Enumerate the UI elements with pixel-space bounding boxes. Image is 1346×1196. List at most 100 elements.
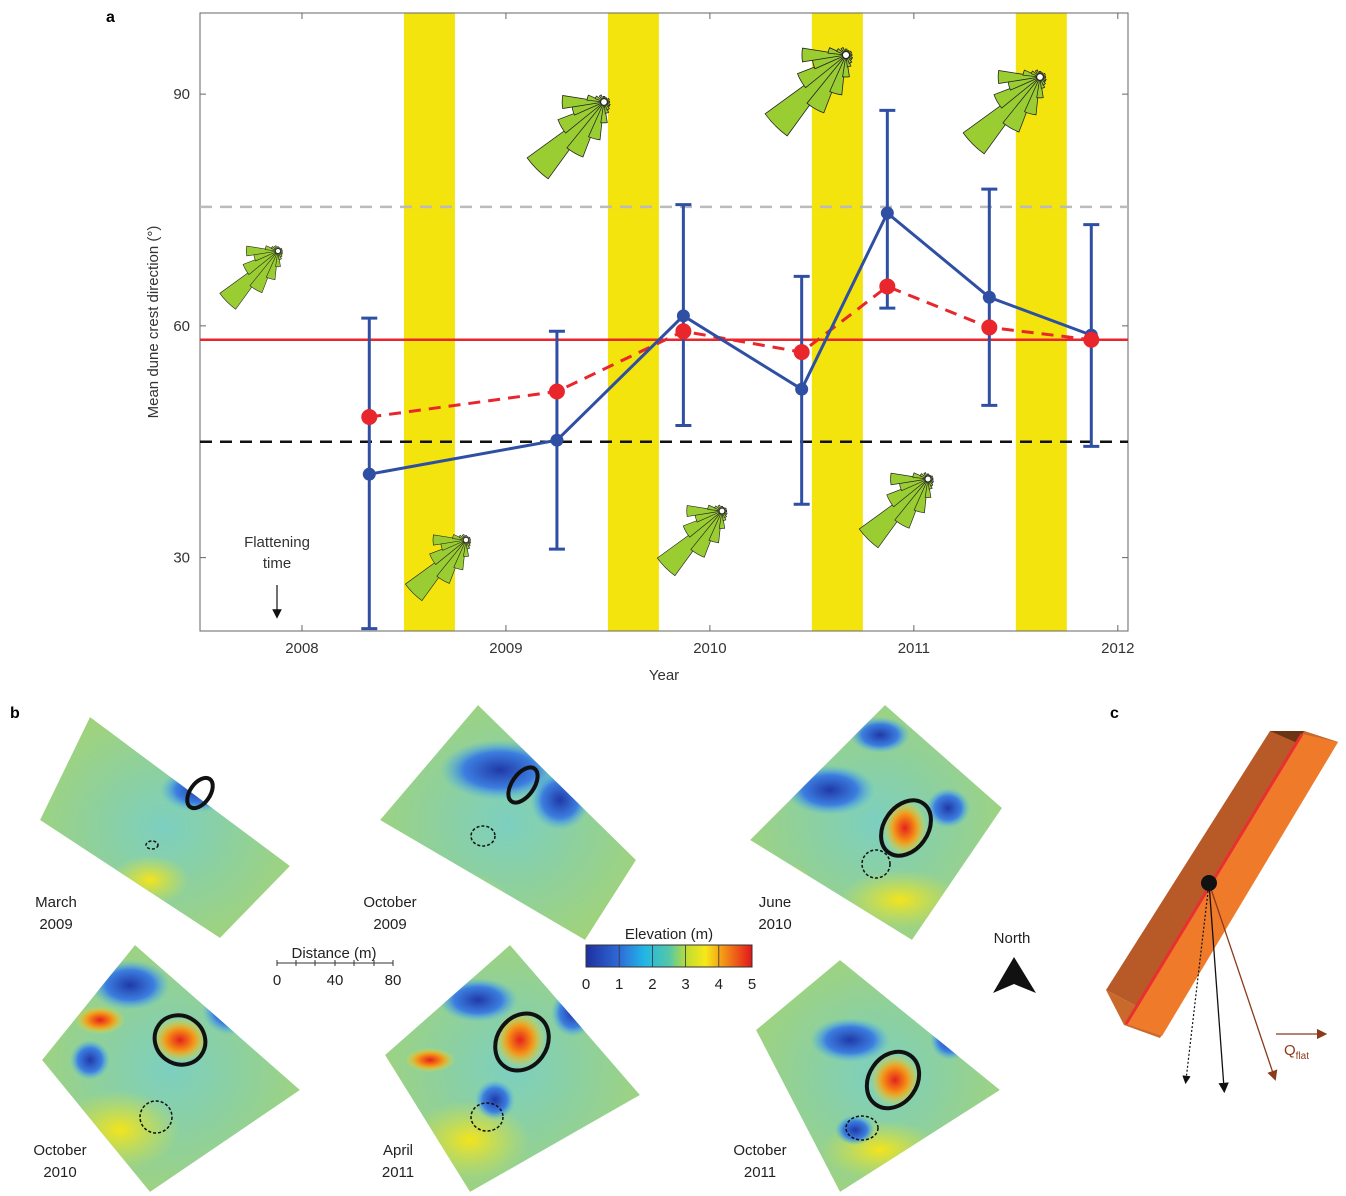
distance-scale-title: Distance (m) <box>291 945 376 962</box>
rose-wedge <box>404 539 467 602</box>
map-surface <box>40 717 290 938</box>
rose-wedge <box>690 510 723 558</box>
rose-wedge <box>436 539 467 584</box>
depression-outline <box>470 1102 504 1132</box>
rose-wedge <box>1036 76 1044 99</box>
depression-outline <box>139 1100 173 1134</box>
wind-rose-4 <box>764 46 854 137</box>
series-layer <box>361 108 1100 631</box>
dune-outline <box>506 765 540 805</box>
map-date-label: April 2011 <box>382 1142 414 1181</box>
rose-wedge <box>886 478 929 508</box>
map-date-line: October <box>733 1142 786 1159</box>
dune-right-face <box>1126 734 1338 1036</box>
map-date-line: 2010 <box>43 1164 76 1181</box>
rose-wedge <box>432 534 467 546</box>
x-tick-label: 2009 <box>489 640 522 657</box>
y-tick-label: 60 <box>173 318 190 335</box>
flattening-time-label: Flattening time <box>244 534 310 572</box>
x-tick-label: 2011 <box>898 640 930 657</box>
map-peak-patch <box>152 1018 208 1062</box>
scale-tick-0: 0 <box>273 972 281 989</box>
map-date-label: March 2009 <box>35 894 77 933</box>
map-high-patch <box>110 855 190 905</box>
map-low-patch <box>438 978 518 1022</box>
blue-point-1 <box>550 433 564 447</box>
rose-wedge <box>656 510 723 577</box>
map-low-patch <box>551 989 595 1037</box>
dune-outline <box>493 1011 551 1073</box>
rose-center <box>275 248 281 254</box>
wind-rose-5 <box>858 472 934 549</box>
qflat-label: Qflat <box>1284 1042 1309 1062</box>
series-blue-line <box>369 210 1092 476</box>
rose-wedge <box>463 539 469 557</box>
map-date-line: October <box>363 894 416 911</box>
rose-wedge <box>858 478 929 549</box>
rose-wedge <box>796 54 847 89</box>
rose-wedge <box>924 478 932 499</box>
rose-wedge <box>557 101 605 134</box>
rose-wedge <box>249 250 279 294</box>
north-arrow-icon <box>993 957 1036 993</box>
rose-wedge <box>764 54 847 137</box>
panel-c-label: c <box>1110 705 1119 722</box>
rose-wedge <box>806 54 847 114</box>
red-point-1 <box>548 383 565 400</box>
colorbar-tick: 2 <box>648 976 656 993</box>
map-peak-patch <box>870 1054 920 1106</box>
map-surface <box>42 945 300 1192</box>
map-peak-patch <box>883 800 927 856</box>
colorbar-title: Elevation (m) <box>625 926 713 943</box>
rose-wedge <box>708 510 723 544</box>
map-peak-patch <box>75 1006 125 1034</box>
red-point-4 <box>879 278 896 295</box>
map-low-patch <box>850 717 910 753</box>
blue-point-2 <box>676 309 690 323</box>
red-point-3 <box>793 344 810 361</box>
y-axis-label: Mean dune crest direction (°) <box>145 226 162 419</box>
colorbar-tick: 5 <box>748 976 756 993</box>
rose-wedge <box>246 245 279 257</box>
red-point-2 <box>675 323 692 340</box>
wind-rose-1 <box>404 533 472 602</box>
map-date-line: 2009 <box>373 916 406 933</box>
dune-outline <box>864 1049 922 1111</box>
rose-wedge <box>242 250 279 275</box>
plot-frame <box>199 12 1129 632</box>
map-low-patch <box>810 1018 890 1062</box>
dune-prism-diagram: Qflat <box>1106 731 1338 1094</box>
wind-rose-0 <box>219 245 284 310</box>
elevation-map-3: October 2010 <box>33 945 300 1192</box>
red-point-5 <box>981 319 998 336</box>
dune-left-face <box>1106 731 1304 1008</box>
elevation-map-0: March 2009 <box>35 717 290 938</box>
rose-wedge <box>718 510 726 529</box>
rose-wedge <box>561 95 605 109</box>
map-date-label: October 2009 <box>363 894 416 933</box>
rose-wedge <box>997 70 1041 84</box>
wind-rose-3 <box>656 504 728 577</box>
colorbar-tick: 3 <box>681 976 689 993</box>
y-tick-label: 90 <box>173 86 190 103</box>
colorbar-tick: 4 <box>715 976 723 993</box>
rose-wedge <box>566 101 605 158</box>
rose-wedge <box>600 101 608 124</box>
blue-point-5 <box>982 290 996 304</box>
map-peak-patch <box>770 866 810 894</box>
rose-wedge <box>526 101 605 180</box>
rose-wedge <box>453 539 467 571</box>
map-low-patch <box>835 1115 875 1145</box>
flux-arrow-flat <box>1208 882 1278 1081</box>
colorbar-gradient <box>585 944 753 968</box>
y-tick-label: 30 <box>173 550 190 567</box>
rose-wedge <box>962 76 1041 155</box>
map-high-patch <box>840 870 960 930</box>
map-low-patch <box>475 1080 515 1120</box>
elevation-colorbar: Elevation (m) 0 1 2 3 4 5 <box>582 926 756 993</box>
north-arrow: North <box>993 930 1036 993</box>
map-date-line: June <box>759 894 792 911</box>
blue-point-4 <box>880 206 894 220</box>
